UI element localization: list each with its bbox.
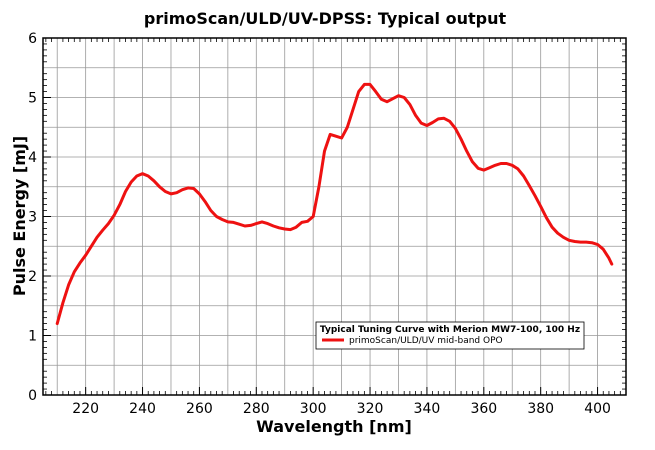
y-axis-label: Pulse Energy [mJ]: [10, 136, 29, 296]
x-axis: 220 240 260 280 300 320 340 360 380 400: [72, 387, 611, 417]
legend-entry-label: primoScan/ULD/UV mid-band OPO: [349, 336, 503, 346]
x-axis-label: Wavelength [nm]: [256, 417, 412, 436]
legend-box: [315, 321, 585, 350]
x-tick-label: 260: [186, 401, 213, 417]
chart-title: primoScan/ULD/UV-DPSS: Typical output: [144, 9, 507, 28]
x-tick-label: 280: [243, 401, 270, 417]
x-tick-label: 300: [300, 401, 327, 417]
x-tick-label: 400: [584, 401, 611, 417]
y-tick-label: 0: [28, 388, 37, 404]
x-tick-label: 240: [129, 401, 156, 417]
y-tick-label: 2: [28, 269, 37, 285]
series-layer: [55, 82, 614, 326]
y-tick-label: 3: [28, 210, 37, 226]
x-tick-label: 380: [527, 401, 554, 417]
y-tick-label: 4: [28, 150, 37, 166]
y-tick-label: 6: [28, 31, 37, 47]
legend-title: Typical Tuning Curve with Merion MW7-100…: [320, 325, 580, 335]
series-line-mid-band-opo: [55, 82, 614, 326]
x-tick-label: 360: [470, 401, 497, 417]
legend: Typical Tuning Curve with Merion MW7-100…: [315, 321, 585, 350]
y-tick-label: 5: [28, 91, 37, 107]
y-tick-label: 1: [28, 329, 37, 345]
plot-area-frame: [42, 37, 627, 396]
y-axis: 0 1 2 3 4 5 6: [28, 31, 51, 404]
x-tick-label: 320: [357, 401, 384, 417]
x-tick-label: 340: [414, 401, 441, 417]
x-tick-label: 220: [72, 401, 99, 417]
